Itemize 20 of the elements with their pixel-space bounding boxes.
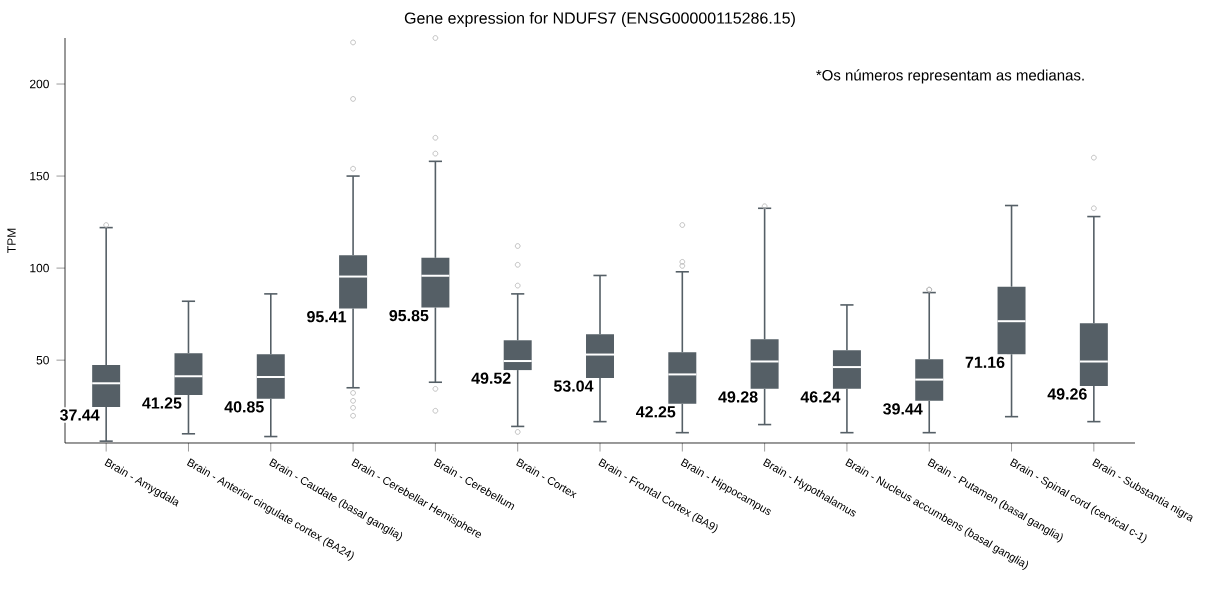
text: 49.26: [1047, 388, 1087, 400]
text: 37.44: [59, 409, 100, 421]
y-tick-label: 50: [36, 355, 49, 365]
text: 46.24: [800, 391, 841, 403]
annotation: *Os números representam as medianas.: [816, 69, 1084, 84]
text: 49.28: [718, 391, 758, 403]
chart-title: Gene expression for NDUFS7 (ENSG00000115286.15): [404, 12, 795, 27]
text: 53.04: [553, 380, 594, 392]
y-tick-label: 150: [30, 171, 49, 181]
text: 71.16: [965, 356, 1005, 368]
y-axis-title: TPM: [7, 228, 16, 253]
y-tick-label: 100: [30, 263, 49, 273]
text: 41.25: [142, 397, 182, 409]
text: 95.41: [307, 311, 347, 323]
text: 40.85: [224, 401, 264, 413]
text: 39.44: [883, 403, 923, 415]
y-tick-label: 200: [29, 79, 49, 89]
text: 95.85: [389, 309, 429, 322]
text: 49.52: [471, 372, 511, 384]
text: 42.25: [636, 406, 676, 418]
